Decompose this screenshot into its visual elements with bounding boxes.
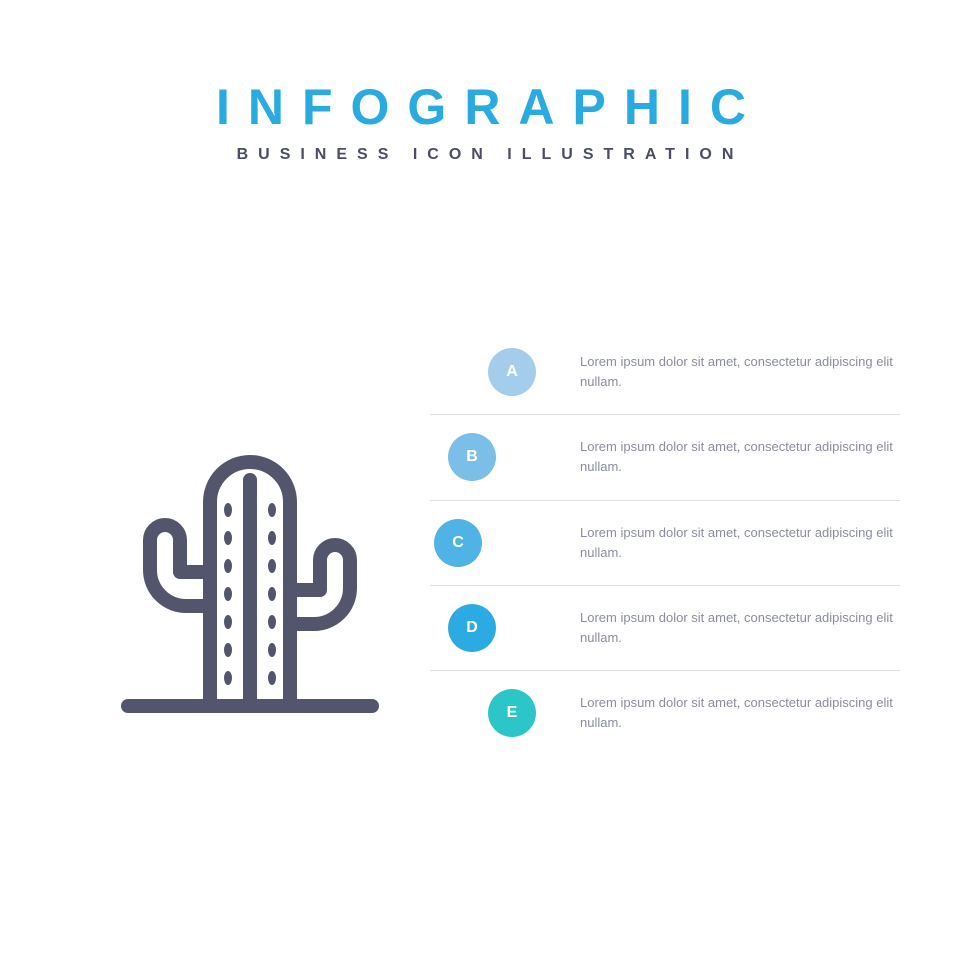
step-bullet-c: C [434,519,482,567]
step-d: D Lorem ipsum dolor sit amet, consectetu… [430,586,900,671]
step-bullet-b: B [448,433,496,481]
step-e: E Lorem ipsum dolor sit amet, consectetu… [430,671,900,755]
step-c: C Lorem ipsum dolor sit amet, consectetu… [430,501,900,586]
cactus-icon [100,430,400,730]
step-text-e: Lorem ipsum dolor sit amet, consectetur … [570,693,900,733]
step-a: A Lorem ipsum dolor sit amet, consectetu… [430,330,900,415]
step-text-c: Lorem ipsum dolor sit amet, consectetur … [570,523,900,563]
step-text-d: Lorem ipsum dolor sit amet, consectetur … [570,608,900,648]
content-area: A Lorem ipsum dolor sit amet, consectetu… [0,330,980,890]
step-bullet-a: A [488,348,536,396]
steps-list: A Lorem ipsum dolor sit amet, consectetu… [430,330,900,755]
step-text-b: Lorem ipsum dolor sit amet, consectetur … [570,437,900,477]
page-title: INFOGRAPHIC [0,78,980,136]
step-text-a: Lorem ipsum dolor sit amet, consectetur … [570,352,900,392]
step-bullet-e: E [488,689,536,737]
header: INFOGRAPHIC BUSINESS ICON ILLUSTRATION [0,0,980,164]
step-b: B Lorem ipsum dolor sit amet, consectetu… [430,415,900,500]
step-bullet-d: D [448,604,496,652]
page-subtitle: BUSINESS ICON ILLUSTRATION [0,146,980,164]
